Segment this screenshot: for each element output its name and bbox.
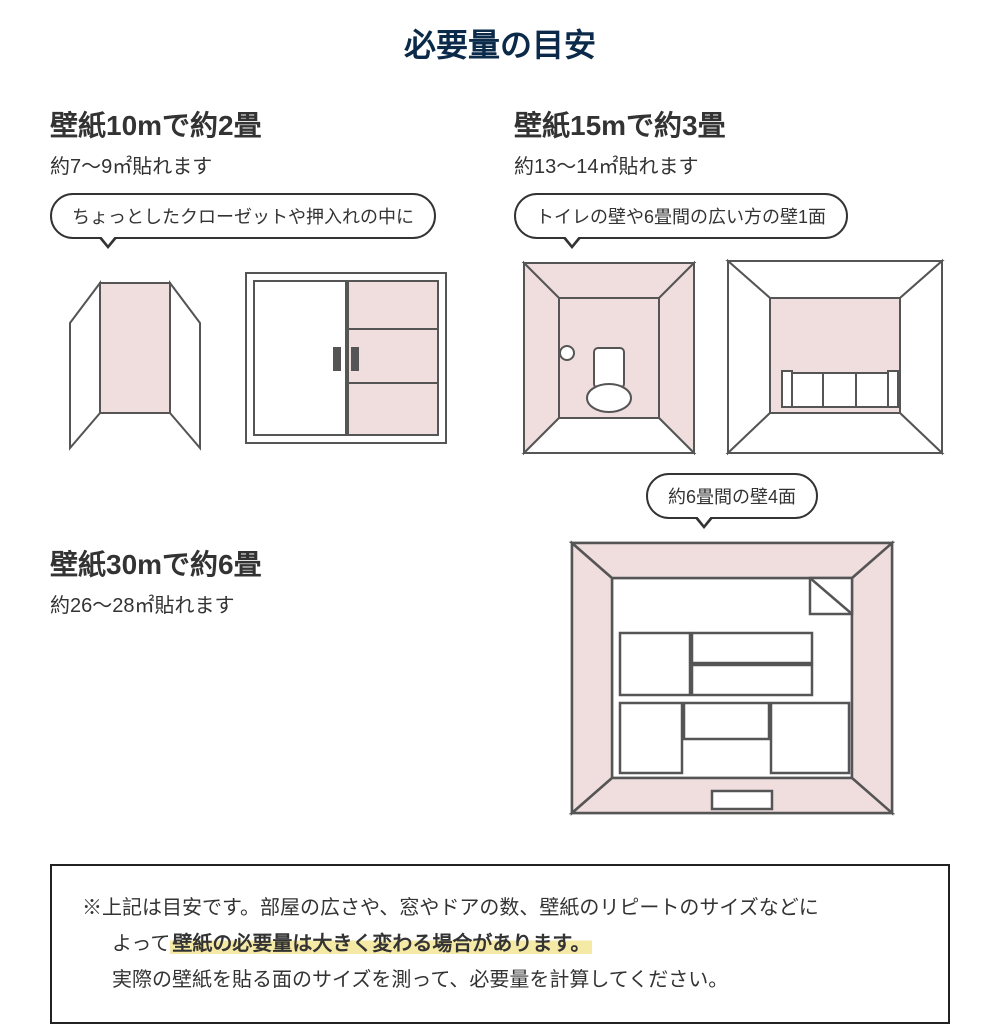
toilet-room-icon <box>514 253 704 463</box>
section-30m-bubble: 約6畳間の壁4面 <box>646 473 818 519</box>
page-title: 必要量の目安 <box>50 20 950 66</box>
section-10m-illustrations <box>50 253 484 453</box>
section-30m-title: 壁紙30mで約6畳 <box>50 543 484 583</box>
section-10m-bubble: ちょっとしたクローゼットや押入れの中に <box>50 193 436 239</box>
section-30m-sub: 約26～28㎡貼れます <box>50 589 484 618</box>
six-tatami-room-icon <box>562 533 902 823</box>
section-10m: 壁紙10mで約2畳 約7～9㎡貼れます ちょっとしたクローゼットや押入れの中に <box>50 104 484 463</box>
note-line-2-prefix: よって <box>112 933 170 955</box>
sections-grid: 壁紙10mで約2畳 約7～9㎡貼れます ちょっとしたクローゼットや押入れの中に <box>50 104 950 828</box>
section-30m-illustration-block: 約6畳間の壁4面 <box>514 473 950 828</box>
note-line-3: 実際の壁紙を貼る面のサイズを測って、必要量を計算してください。 <box>82 962 918 998</box>
section-15m-bubble: トイレの壁や6畳間の広い方の壁1面 <box>514 193 848 239</box>
section-10m-title: 壁紙10mで約2畳 <box>50 104 484 144</box>
section-15m-illustrations <box>514 253 950 463</box>
living-room-icon <box>720 253 950 463</box>
note-highlight: 壁紙の必要量は大きく変わる場合があります。 <box>170 933 592 955</box>
note-line-1-text: ※上記は目安です。部屋の広さや、窓やドアの数、壁紙のリピートのサイズなどに <box>82 897 819 919</box>
section-30m: 壁紙30mで約6畳 約26～28㎡貼れます <box>50 473 484 828</box>
sliding-closet-icon <box>236 253 456 453</box>
section-10m-sub: 約7～9㎡貼れます <box>50 150 484 179</box>
note-box: ※上記は目安です。部屋の広さや、窓やドアの数、壁紙のリピートのサイズなどに よっ… <box>50 864 950 1024</box>
section-15m: 壁紙15mで約3畳 約13～14㎡貼れます トイレの壁や6畳間の広い方の壁1面 <box>514 104 950 463</box>
section-15m-title: 壁紙15mで約3畳 <box>514 104 950 144</box>
note-line-3-text: 実際の壁紙を貼る面のサイズを測って、必要量を計算してください。 <box>112 969 728 991</box>
closet-open-icon <box>50 253 220 453</box>
note-line-1: ※上記は目安です。部屋の広さや、窓やドアの数、壁紙のリピートのサイズなどに <box>82 890 918 926</box>
section-15m-sub: 約13～14㎡貼れます <box>514 150 950 179</box>
note-line-2: よって壁紙の必要量は大きく変わる場合があります。 <box>82 926 918 962</box>
